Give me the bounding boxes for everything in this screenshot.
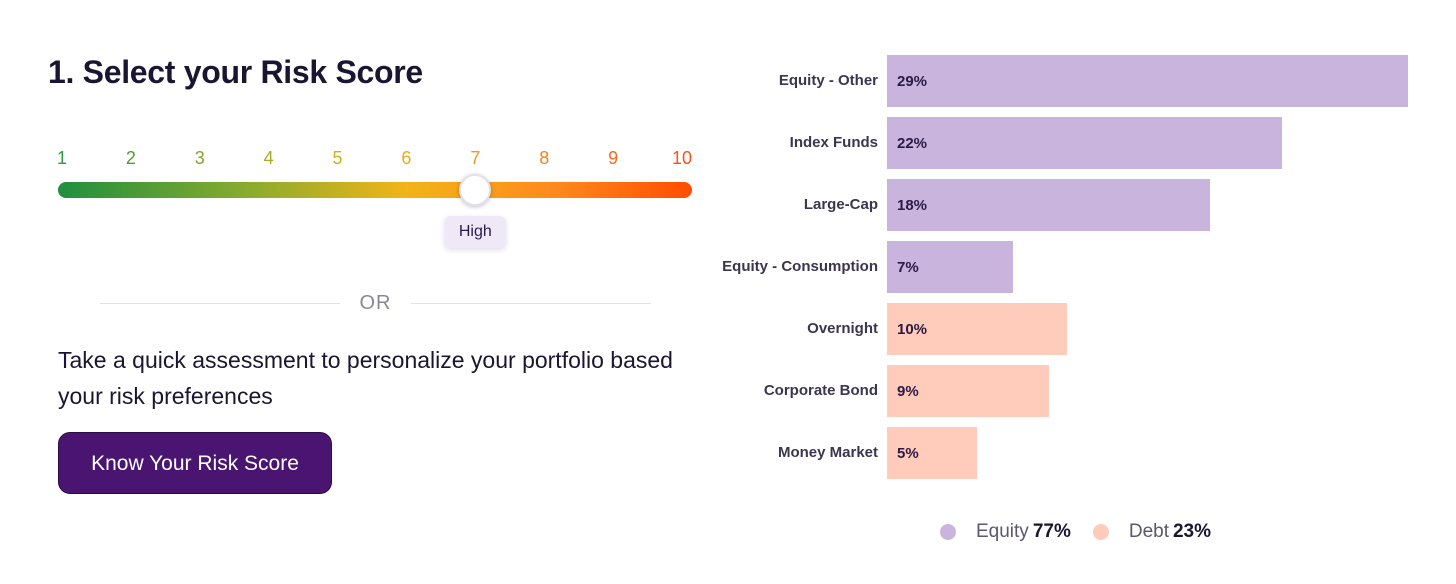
bar-value-label: 18%	[897, 196, 928, 214]
risk-scale-number-8[interactable]: 8	[539, 148, 550, 168]
or-divider: OR	[100, 290, 651, 316]
risk-scale-number-3[interactable]: 3	[194, 148, 205, 168]
allocation-chart: Equity - Other 29% Index Funds 22% Large-Cap…	[700, 40, 1440, 500]
bar-value-label: 22%	[897, 134, 928, 152]
risk-scale-number-2[interactable]: 2	[125, 148, 136, 168]
bar-category-label: Equity - Other	[778, 72, 878, 89]
risk-scale-numbers: 1 2 3 4 5 6 7 8 9 10	[56, 148, 693, 170]
bar-equity: 22%	[887, 117, 1283, 169]
divider-line-right	[411, 303, 651, 304]
bar-debt: 5%	[887, 427, 977, 479]
bar-debt: 9%	[887, 365, 1049, 417]
bar-equity: 7%	[887, 241, 1013, 293]
risk-scale-number-7[interactable]: 7	[470, 148, 481, 168]
legend-dot-icon	[1092, 524, 1109, 540]
assessment-description: Take a quick assessment to personalize y…	[58, 347, 673, 409]
chart-row: Large-Cap 18%	[700, 179, 1440, 231]
bar-equity: 18%	[887, 179, 1211, 231]
bar-category-label: Equity - Consumption	[722, 258, 878, 275]
risk-scale-number-10[interactable]: 10	[671, 148, 693, 168]
bar-value-label: 29%	[897, 72, 928, 90]
legend-value: 77%	[1032, 521, 1071, 542]
chart-row: Corporate Bond 9%	[700, 365, 1440, 417]
bar-category-label: Large-Cap	[803, 196, 878, 213]
legend-value: 23%	[1172, 521, 1212, 542]
legend-dot-icon	[940, 524, 956, 540]
chart-row: Overnight 10%	[700, 303, 1440, 355]
divider-line-left	[100, 303, 340, 304]
risk-scale-number-6[interactable]: 6	[401, 148, 412, 168]
bar-equity: 29%	[887, 55, 1408, 107]
chart-row: Equity - Consumption 7%	[700, 241, 1440, 293]
bar-value-label: 10%	[897, 320, 928, 338]
legend-item-debt: Debt 23%	[1092, 521, 1212, 543]
risk-level-badge: High	[444, 216, 506, 248]
risk-scale-number-4[interactable]: 4	[263, 148, 274, 168]
bar-value-label: 5%	[897, 444, 919, 462]
chart-row: Equity - Other 29%	[700, 55, 1440, 107]
bar-value-label: 9%	[897, 382, 919, 400]
bar-value-label: 7%	[897, 258, 919, 276]
know-risk-score-button[interactable]: Know Your Risk Score	[58, 432, 332, 494]
risk-slider-track[interactable]	[58, 182, 692, 198]
risk-scale-number-1[interactable]: 1	[56, 148, 68, 168]
bar-category-label: Index Funds	[789, 134, 878, 151]
legend-label: Debt	[1128, 521, 1169, 542]
or-text: OR	[359, 292, 392, 314]
bar-debt: 10%	[887, 303, 1067, 355]
page-title: 1. Select your Risk Score	[48, 54, 423, 90]
legend-label: Equity	[976, 521, 1029, 542]
bar-category-label: Corporate Bond	[763, 382, 878, 399]
risk-slider-thumb[interactable]	[459, 174, 492, 206]
risk-scale-number-9[interactable]: 9	[608, 148, 619, 168]
risk-scale-number-5[interactable]: 5	[332, 148, 343, 168]
chart-row: Index Funds 22%	[700, 117, 1440, 169]
legend-item-equity: Equity 77%	[940, 521, 1071, 543]
bar-category-label: Money Market	[777, 444, 878, 461]
chart-legend: Equity 77% Debt 23%	[940, 518, 1233, 546]
chart-row: Money Market 5%	[700, 427, 1440, 479]
bar-category-label: Overnight	[807, 320, 878, 337]
